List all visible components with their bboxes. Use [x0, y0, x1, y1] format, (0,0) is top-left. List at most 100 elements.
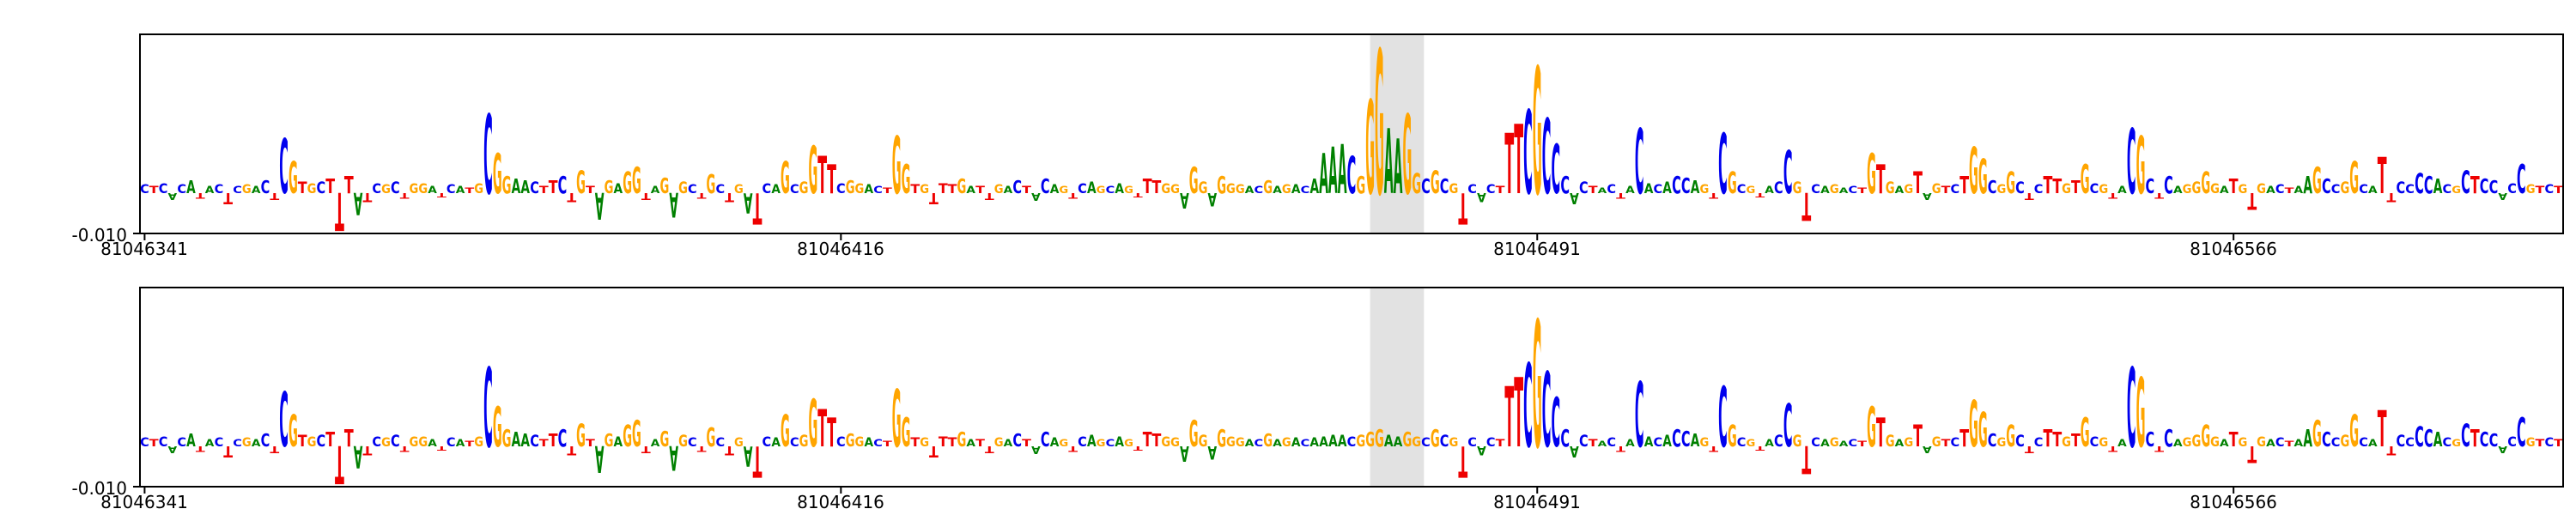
logo-letter-G: G [1449, 436, 1459, 450]
logo-letter-G: G [781, 153, 790, 203]
logo-letter-T: T [2285, 439, 2294, 449]
logo-letter-T: T [362, 443, 373, 457]
logo-letter-G: G [1124, 438, 1133, 449]
logo-letter-C: C [2331, 183, 2341, 197]
logo-letter-A: A [2433, 428, 2443, 451]
logo-letter-A: A [1273, 184, 1282, 196]
logo-letter-T: T [883, 439, 892, 449]
x-tick-label: 81046491 [1493, 239, 1581, 259]
logo-letter-G: G [493, 142, 502, 206]
logo-letter-A: A [1319, 433, 1328, 450]
logo-letter-A: A [614, 433, 623, 450]
logo-letter-G: G [1412, 434, 1421, 451]
logo-letter-C: C [1737, 436, 1747, 450]
logo-letter-C: C [2164, 173, 2173, 199]
logo-letter-G: G [707, 424, 716, 453]
logo-letter-C: C [1552, 132, 1561, 209]
logo-letter-T: T [1458, 436, 1467, 486]
logo-letter-A: A [1570, 443, 1579, 461]
logo-letter-A: A [1839, 439, 1849, 448]
logo-letter-C: C [1106, 185, 1115, 196]
logo-letter-C: C [2146, 174, 2155, 198]
logo-letter-C: C [1950, 183, 1959, 197]
logo-letter-C: C [1301, 438, 1310, 449]
logo-letter-G: G [1793, 179, 1802, 197]
logo-letter-C: C [1440, 174, 1449, 198]
logo-letter-G: G [2451, 185, 2461, 196]
logo-letter-C: C [1078, 180, 1087, 197]
logo-letter-T: T [948, 435, 958, 450]
logo-letter-A: A [2173, 184, 2183, 196]
logo-letter-C: C [1718, 371, 1728, 467]
logo-letter-C: C [2424, 173, 2433, 199]
logo-letter-T: T [549, 178, 558, 198]
logo-letter-G: G [920, 436, 929, 450]
logo-letter-T: T [1941, 185, 1951, 196]
logo-letter-C: C [2396, 179, 2405, 197]
logo-letter-G: G [734, 183, 744, 197]
logo-letter-C: C [790, 183, 799, 197]
logo-letter-T: T [753, 436, 762, 486]
logo-letter-C: C [2331, 436, 2341, 450]
logo-letter-T: T [1152, 178, 1162, 198]
logo-letter-G: G [1189, 414, 1199, 456]
logo-letter-G: G [2006, 421, 2015, 455]
logo-letter-A: A [595, 437, 605, 478]
logo-letter-T: T [697, 444, 707, 452]
logo-letter-G: G [2257, 434, 2266, 451]
logo-letter-G: G [1969, 136, 1978, 209]
logo-letter-G: G [1728, 421, 1737, 455]
logo-letter-T: T [149, 185, 159, 196]
panel-border [139, 287, 2564, 488]
logo-letter-T: T [149, 438, 159, 449]
logo-letter-T: T [325, 175, 335, 198]
logo-letter-C: C [1041, 174, 1050, 198]
logo-letter-T: T [1514, 359, 1523, 470]
logo-letter-G: G [1263, 178, 1273, 198]
logo-letter-A: A [1477, 190, 1486, 203]
logo-letter-G: G [1996, 183, 2006, 197]
logo-letter-T: T [2052, 428, 2062, 451]
logo-letter-T: T [2536, 438, 2545, 449]
logo-letter-T: T [586, 185, 595, 196]
logo-letter-G: G [781, 406, 790, 457]
logo-letter-A: A [205, 184, 215, 196]
logo-letter-A: A [1087, 432, 1097, 451]
x-tick-label: 81046341 [100, 239, 188, 259]
logo-letter-C: C [1774, 432, 1783, 450]
logo-letter-G: G [2062, 181, 2071, 197]
logo-letter-C: C [1681, 427, 1691, 451]
logo-letter-G: G [1170, 436, 1180, 450]
logo-letter-C: C [1811, 436, 1820, 450]
logo-letter-C: C [2396, 432, 2405, 450]
logo-letter-G: G [2451, 438, 2461, 449]
logo-letter-A: A [2117, 437, 2127, 449]
logo-letter-G: G [1904, 436, 1913, 450]
x-tick-label: 81046566 [2190, 492, 2277, 512]
logo-letter-C: C [836, 180, 846, 197]
logo-letter-T: T [567, 443, 577, 457]
logo-letter-T: T [1857, 186, 1867, 196]
logo-letter-C: C [2405, 183, 2415, 197]
logo-letter-G: G [1978, 403, 1988, 457]
logo-letter-A: A [1625, 437, 1635, 449]
logo-letter-A: A [2266, 184, 2275, 196]
logo-letter-T: T [2154, 191, 2164, 199]
logo-letter-G: G [1932, 434, 1941, 451]
logo-letter-G: G [307, 434, 317, 451]
logo-letter-A: A [1477, 443, 1486, 457]
logo-letter-C: C [215, 436, 224, 450]
logo-letter-T: T [1022, 185, 1031, 196]
logo-letter-T: T [2378, 401, 2387, 458]
logo-letter-G: G [1904, 183, 1913, 197]
logo-letter-A: A [1394, 124, 1403, 211]
logo-letter-T: T [2247, 440, 2257, 466]
logo-letter-C: C [1672, 173, 1681, 199]
logo-letter-A: A [520, 178, 530, 198]
logo-letter-T: T [817, 146, 827, 206]
logo-letter-G: G [242, 183, 252, 197]
logo-letter-A: A [252, 184, 261, 196]
highlight-region [1370, 34, 1425, 233]
logo-letter-C: C [2275, 436, 2285, 450]
logo-letter-A: A [205, 437, 215, 449]
